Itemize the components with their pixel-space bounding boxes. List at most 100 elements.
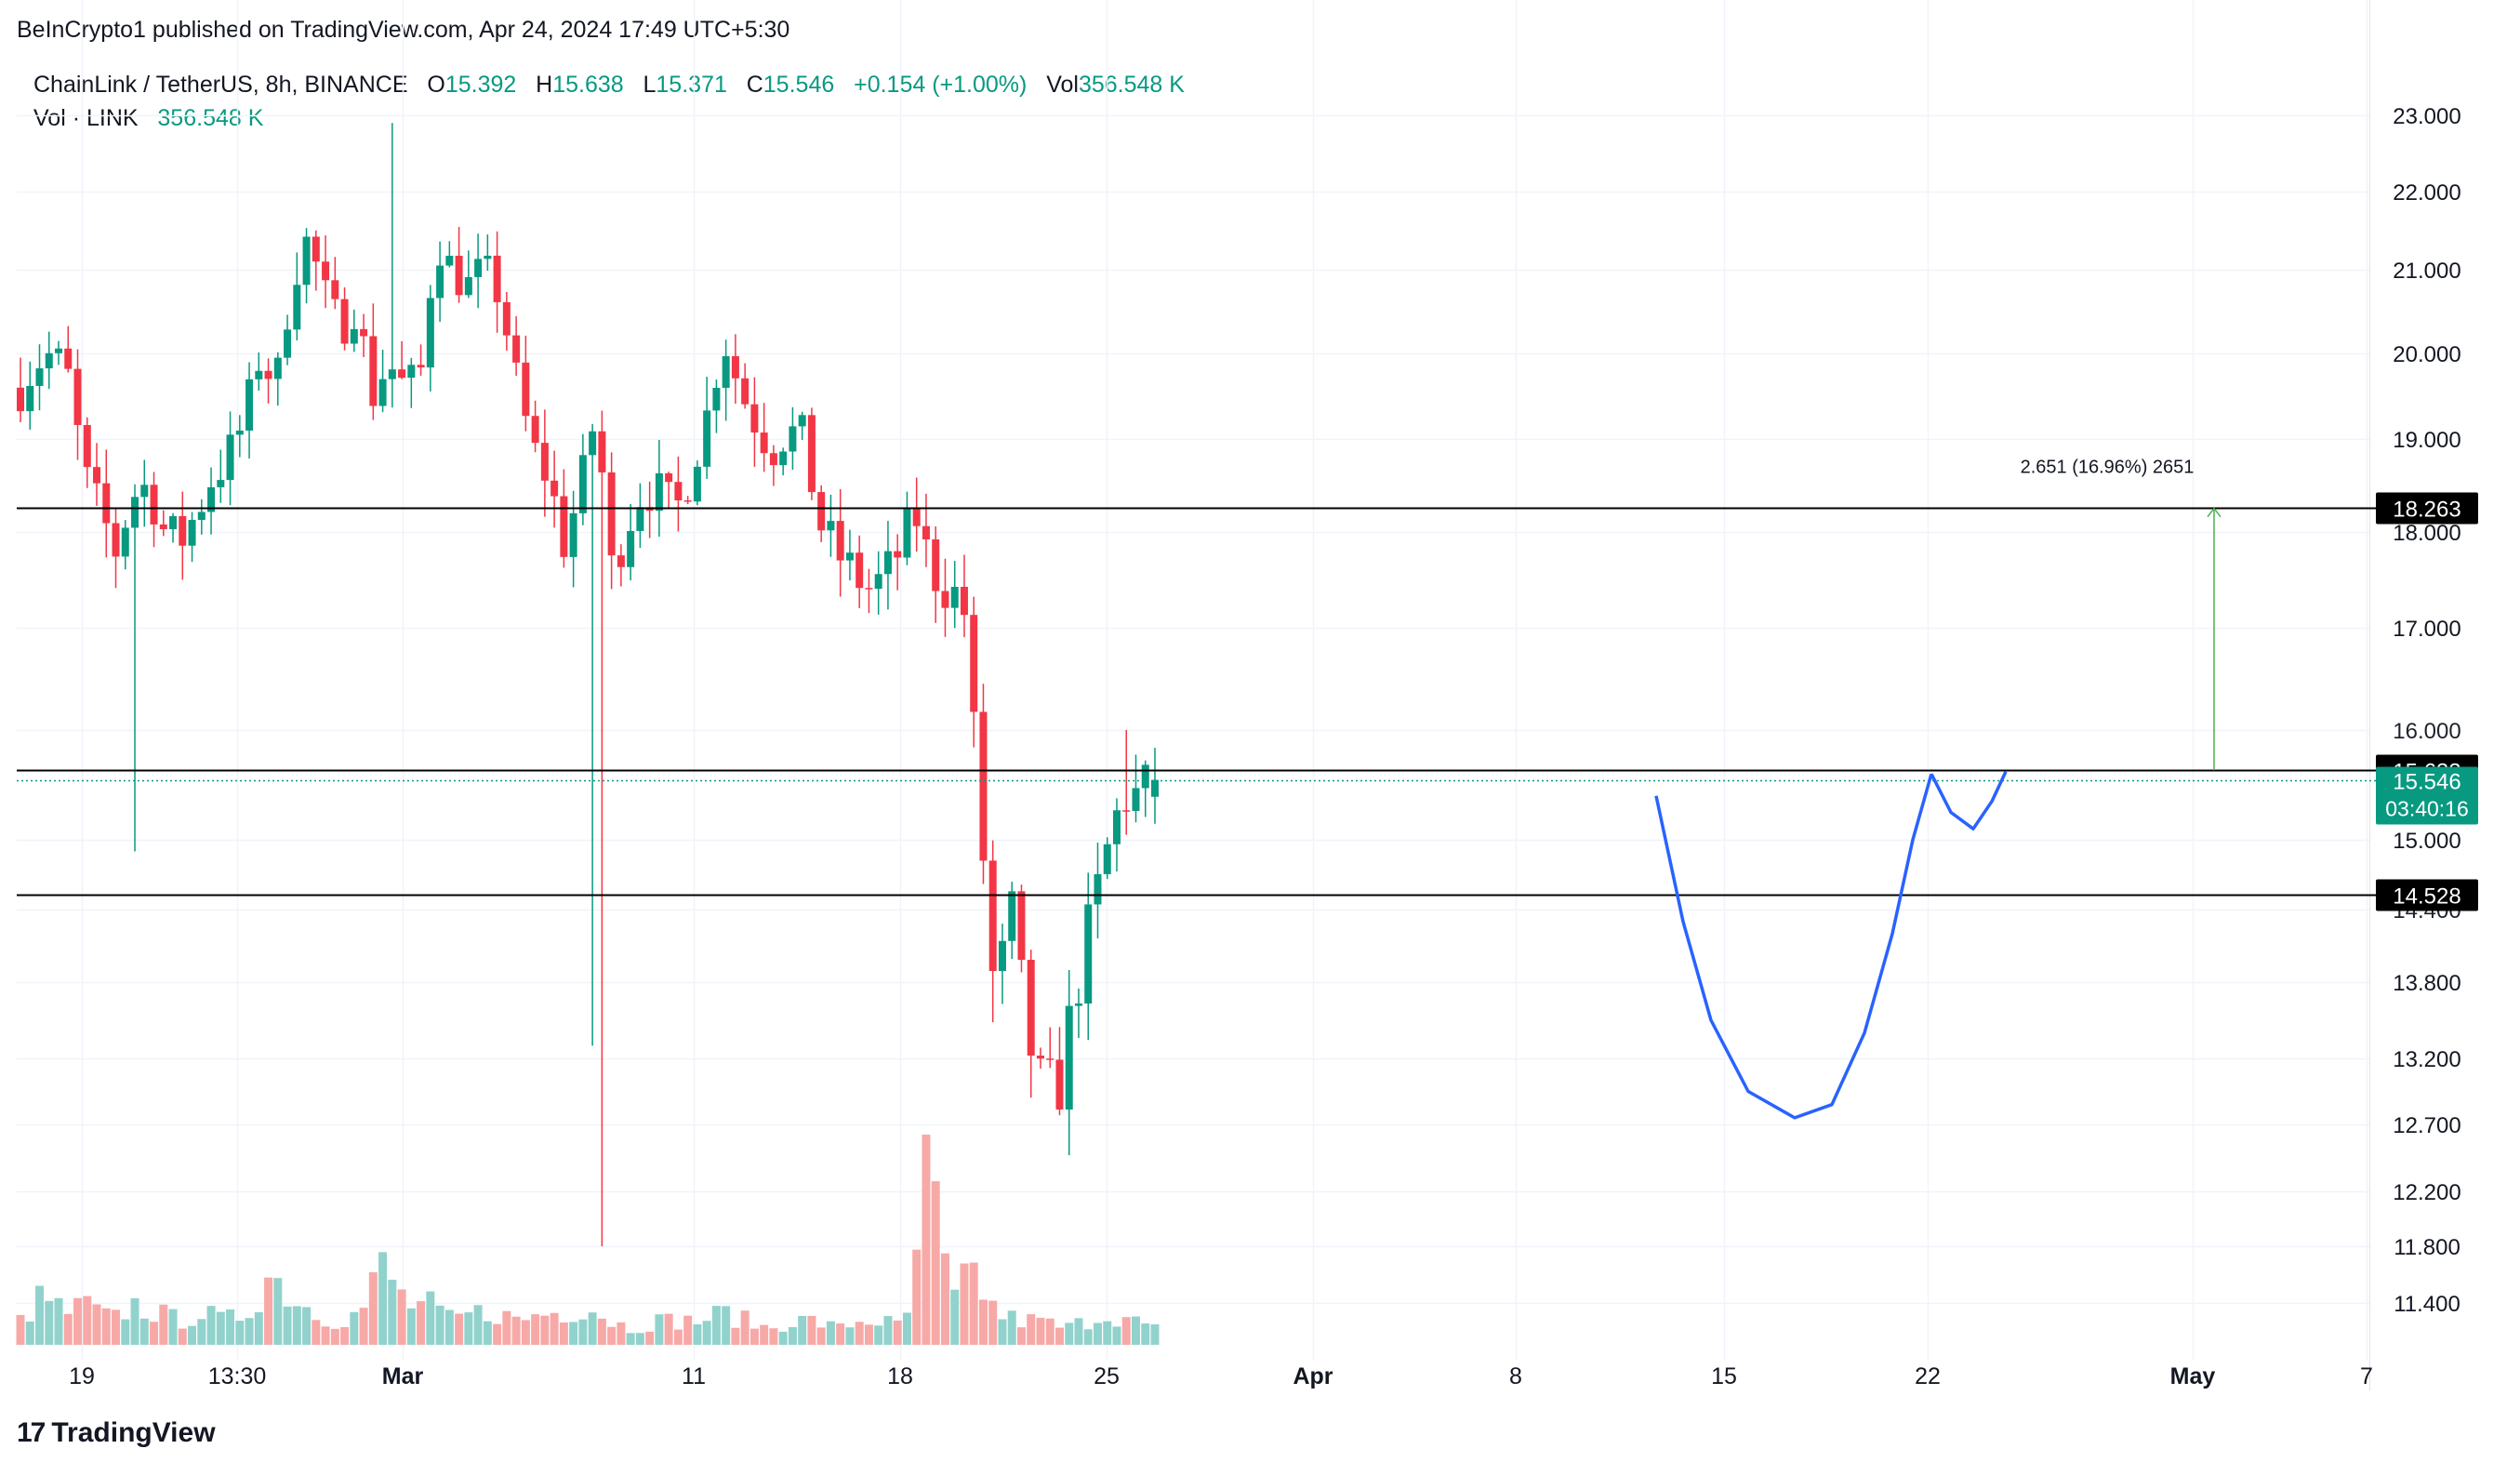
candle-body — [331, 280, 339, 299]
volume-bar — [978, 1299, 988, 1345]
candle-body — [950, 586, 959, 608]
candle-body — [560, 496, 568, 557]
candle-body — [293, 285, 301, 330]
open-value: 15.392 — [444, 72, 517, 98]
volume-bar — [816, 1327, 826, 1345]
symbol-label[interactable]: ChainLink / TetherUS, 8h, BINANCE — [33, 72, 408, 98]
candle-body — [722, 355, 730, 389]
volume-bar — [749, 1328, 759, 1345]
low-label: L — [643, 72, 657, 98]
volume-bar — [1150, 1323, 1160, 1345]
volume-bar — [1131, 1316, 1140, 1345]
volume-bar — [864, 1324, 873, 1345]
candle-body — [894, 551, 902, 558]
price-tick-label: 15.000 — [2393, 829, 2460, 854]
current-price-label: 15.546 — [2393, 770, 2460, 795]
volume-bar — [912, 1249, 922, 1345]
volume-bar — [312, 1320, 321, 1345]
volume-indicator-label[interactable]: Vol · LINK — [33, 105, 139, 131]
price-tick-label: 17.000 — [2393, 617, 2460, 642]
candle-body — [769, 453, 777, 466]
candle-body — [979, 711, 988, 861]
vol-label: Vol — [1046, 72, 1079, 98]
level-label: 14.528 — [2393, 884, 2460, 910]
low-value: 15.371 — [656, 72, 727, 98]
volume-bar — [902, 1312, 911, 1345]
candle-body — [1027, 960, 1035, 1057]
candle-body — [388, 369, 396, 379]
price-tick-label: 13.200 — [2393, 1047, 2460, 1072]
volume-bar — [893, 1320, 902, 1345]
candle-body — [217, 480, 225, 487]
candle-body — [226, 434, 234, 481]
candle-body — [493, 255, 501, 302]
candle-body — [827, 521, 835, 531]
volume-bar — [25, 1321, 34, 1345]
current-price-label-bg — [2376, 766, 2478, 825]
candle-body — [502, 301, 511, 336]
volume-bar — [1036, 1317, 1045, 1345]
level-label: 18.263 — [2393, 498, 2460, 523]
volume-bar — [559, 1322, 568, 1345]
candle-body — [93, 467, 101, 484]
candle-body — [798, 415, 806, 427]
candle-body — [598, 431, 606, 472]
volume-bar — [101, 1308, 111, 1345]
candle-body — [845, 552, 854, 561]
candle-body — [807, 415, 816, 493]
candle-body — [712, 388, 721, 411]
volume-bar — [588, 1312, 597, 1345]
volume-bar — [1016, 1327, 1026, 1345]
volume-bar — [769, 1328, 778, 1345]
candle-body — [340, 299, 349, 344]
candle-body — [245, 379, 254, 431]
candle-body — [455, 256, 463, 296]
candle-body — [64, 348, 73, 369]
candle-body — [45, 352, 53, 369]
price-tick-label: 12.200 — [2393, 1180, 2460, 1205]
tradingview-logo[interactable]: 17 TradingView — [17, 1417, 216, 1449]
candle-body — [922, 525, 930, 539]
candle-body — [998, 940, 1006, 972]
candle-body — [836, 521, 844, 561]
volume-bar — [444, 1309, 454, 1345]
volume-bar — [397, 1289, 406, 1345]
candle-body — [159, 524, 167, 529]
volume-bar — [321, 1326, 330, 1345]
volume-bar — [922, 1134, 931, 1345]
candlesticks — [17, 123, 1159, 1246]
volume-bar — [635, 1333, 644, 1345]
volume-bar — [473, 1305, 483, 1345]
volume-bar — [778, 1331, 788, 1345]
volume-bar — [673, 1329, 683, 1345]
candle-body — [540, 443, 549, 481]
candle-body — [1074, 1003, 1082, 1006]
candle-body — [150, 485, 158, 525]
candle-body — [350, 328, 358, 344]
volume-bar — [1074, 1318, 1083, 1345]
tradingview-logo-text: TradingView — [51, 1417, 216, 1448]
candle-body — [741, 378, 749, 405]
candle-body — [531, 416, 539, 444]
candle-body — [674, 482, 683, 501]
volume-bar — [426, 1291, 435, 1345]
volume-bar — [178, 1328, 187, 1345]
volume-bar — [493, 1323, 502, 1345]
candle-body — [607, 472, 616, 556]
time-tick-label: 8 — [1509, 1363, 1522, 1389]
candle-body — [360, 328, 368, 337]
level-label-bg — [2376, 492, 2478, 525]
volume-bar — [807, 1315, 816, 1345]
volume-bar — [1141, 1323, 1150, 1345]
volume-bar — [655, 1314, 664, 1345]
candle-countdown: 03:40:16 — [2385, 797, 2469, 821]
volume-bar — [406, 1308, 416, 1345]
volume-bar — [531, 1314, 540, 1345]
candle-body — [484, 255, 492, 259]
measure-label: 2.651 (16.96%) 2651 — [2021, 458, 2195, 478]
candle-body — [760, 432, 768, 454]
price-tick-label: 11.400 — [2394, 1292, 2460, 1317]
volume-bar — [874, 1325, 883, 1345]
volume-bar — [340, 1326, 350, 1345]
